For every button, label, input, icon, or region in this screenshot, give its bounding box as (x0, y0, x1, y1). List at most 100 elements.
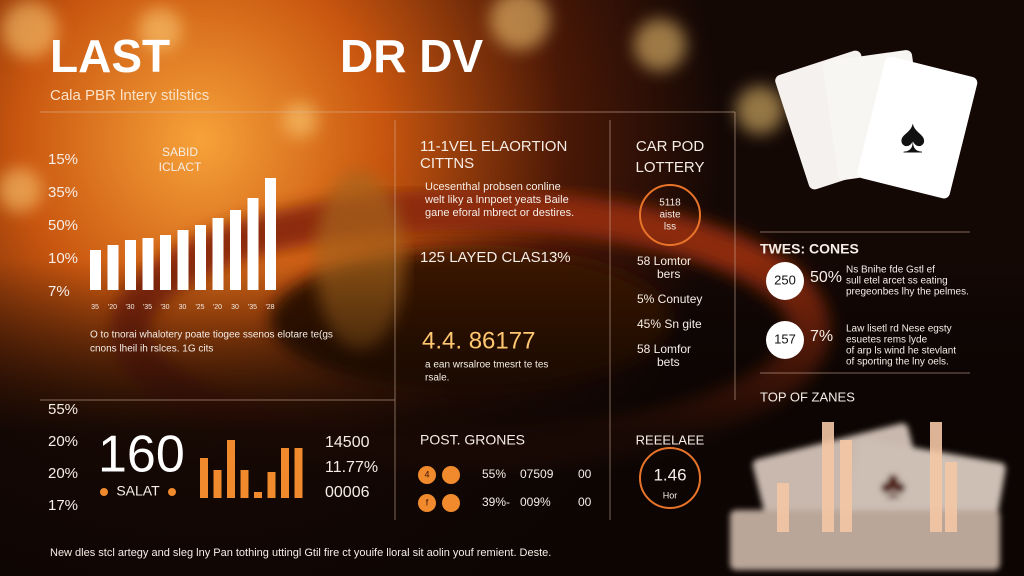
axis-label: 20% (48, 433, 78, 450)
bar (195, 225, 206, 290)
bar-label: 30 (231, 304, 239, 311)
subtitle: Cala PBR lntery stilstics (50, 87, 209, 104)
note: a ean wrsalroe tmesrt te tes (425, 360, 548, 371)
bar (777, 483, 789, 532)
bar-label: '28 (265, 304, 274, 311)
note: cnons lheil ih rslces. 1G cits (90, 344, 213, 355)
bar (822, 422, 834, 532)
bar (230, 210, 241, 290)
bar-label: 35 (91, 304, 99, 311)
heading: LOTTERY (636, 159, 705, 176)
badge-ring (639, 447, 701, 509)
bar-label: '35 (248, 304, 257, 311)
badge-circle (766, 262, 804, 300)
row-text: pregeonbes lhy the pelmes. (846, 287, 969, 298)
dot (168, 488, 176, 496)
badge-text: 1.46 (653, 465, 686, 484)
list-item: 45% Sn gite (637, 317, 702, 331)
bar (945, 462, 957, 532)
stat-value: 7% (810, 328, 833, 345)
bar-label: 30 (179, 304, 187, 311)
cell: 55% (482, 467, 506, 481)
stat: 14500 (325, 434, 370, 451)
dot (442, 494, 460, 512)
heading: CAR POD (636, 138, 705, 155)
bar (281, 448, 289, 498)
badge-text: Hor (663, 490, 678, 500)
badge-text: 157 (774, 331, 796, 346)
axis-label: 17% (48, 497, 78, 514)
heading: POST. GRONES (420, 432, 525, 448)
bar (212, 218, 224, 290)
big-label: SALAT (116, 483, 160, 499)
list-item: bets (657, 355, 680, 369)
dot (442, 466, 460, 484)
list-item: 58 Lomtor (637, 254, 691, 268)
bar (160, 235, 171, 290)
svg-text:♠: ♠ (900, 111, 926, 164)
bar-label: '25 (195, 304, 204, 311)
axis-label: 7% (48, 283, 70, 300)
bar (200, 458, 208, 498)
row-text: esuetes rems lyde (846, 335, 928, 346)
row-text: Ns Bnihe fde Gstl ef (846, 265, 935, 276)
svg-text:♣: ♣ (880, 464, 906, 508)
title: LAST (50, 30, 170, 82)
bar (247, 198, 259, 290)
note: rsale. (425, 373, 449, 384)
footer: New dles stcl artegy and sleg lny Pan to… (50, 547, 551, 559)
big-number: 160 (98, 426, 185, 484)
bar (227, 440, 235, 498)
bar (177, 230, 189, 290)
cell: 07509 (520, 467, 554, 481)
badge-text: lss (664, 222, 676, 233)
axis-label: 20% (48, 465, 78, 482)
chart-label: SABID (162, 145, 198, 159)
chart-label: ICLACT (159, 160, 202, 174)
paragraph: gane eforal mbrect or destires. (425, 207, 574, 219)
bar (107, 245, 119, 290)
stat: 00006 (325, 484, 370, 501)
bar-label: '35 (143, 304, 152, 311)
paragraph: Ucesenthal probsen conline (425, 181, 561, 193)
dot-label: 4 (424, 469, 429, 479)
paragraph: welt liky a lnnpoet yeats Baile (424, 194, 569, 206)
row-text: sull etel arcet ss eating (846, 276, 948, 287)
dot-label: f (426, 497, 429, 507)
list-item: 58 Lomfor (637, 342, 691, 356)
axis-label: 55% (48, 401, 78, 418)
list-item: bers (657, 267, 680, 281)
bar (142, 238, 154, 290)
bar (213, 470, 222, 498)
cell: 009% (520, 495, 551, 509)
bar (294, 448, 303, 498)
row-text: of sporting the lny oels. (846, 357, 949, 368)
bar (90, 250, 101, 290)
bar (840, 440, 852, 532)
dot (100, 488, 108, 496)
badge-text: aiste (659, 210, 681, 221)
dot (418, 466, 436, 484)
axis-label: 10% (48, 250, 78, 267)
dot (418, 494, 436, 512)
heading: 11-1VEL ELAORTION (420, 138, 567, 155)
badge-circle (766, 321, 804, 359)
subheading: TOP OF ZANES (760, 389, 855, 404)
bar-label: '30 (125, 304, 134, 311)
axis-label: 50% (48, 217, 78, 234)
row-text: Law lisetl rd Nese egsty (846, 324, 952, 335)
row-text: of arp ls wind he stevlant (846, 346, 956, 357)
bar (267, 472, 276, 498)
badge-text: 250 (774, 272, 796, 287)
list-item: 5% Conutey (637, 292, 702, 306)
highlight-number: 4.4. 86177 (422, 327, 535, 354)
cell: 00 (578, 495, 592, 509)
note: O to tnorai whalotery poate tiogee sseno… (90, 330, 333, 341)
stat-value: 50% (810, 269, 842, 286)
axis-label: 15% (48, 151, 78, 168)
axis-label: 35% (48, 184, 78, 201)
cell: 39%- (482, 495, 510, 509)
bar (254, 492, 262, 498)
